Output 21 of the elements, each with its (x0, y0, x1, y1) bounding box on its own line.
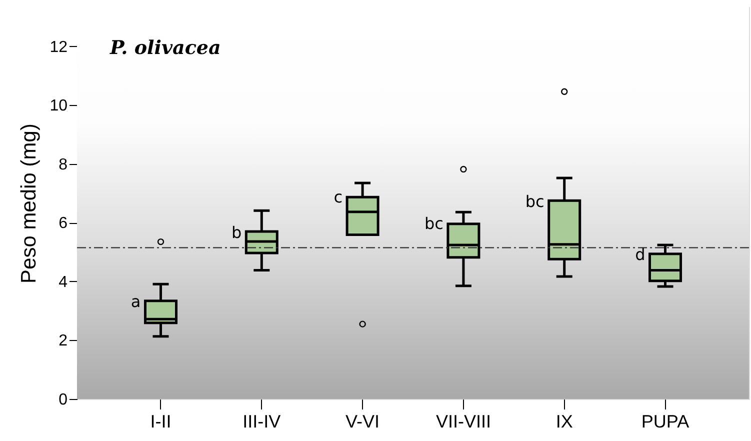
y-tick-label: 4 (58, 274, 68, 291)
y-tick-label: 12 (50, 38, 68, 56)
annotation: b (231, 222, 242, 242)
y-tick-label: 8 (58, 156, 68, 174)
x-tick-label: III-IV (242, 412, 281, 432)
x-tick-label: VII-VIII (436, 412, 491, 432)
y-tick-label: 2 (58, 332, 68, 350)
y-tick-label: 0 (58, 392, 68, 408)
annotation: bc (525, 192, 544, 212)
y-tick-label: 6 (58, 215, 68, 232)
annotation: bc (424, 214, 444, 234)
x-tick-label: IX (556, 412, 573, 432)
y-tick-label: 10 (50, 98, 68, 115)
y-axis-title: Peso medio (mg) (18, 124, 41, 284)
annotation: a (130, 292, 141, 312)
annotation: d (635, 245, 646, 264)
x-tick-label: V-VI (346, 412, 380, 432)
x-tick-label: PUPA (641, 412, 690, 432)
annotation: c (334, 188, 343, 207)
annotation: P. olivacea (109, 37, 221, 59)
x-tick-label: I-II (150, 412, 172, 432)
